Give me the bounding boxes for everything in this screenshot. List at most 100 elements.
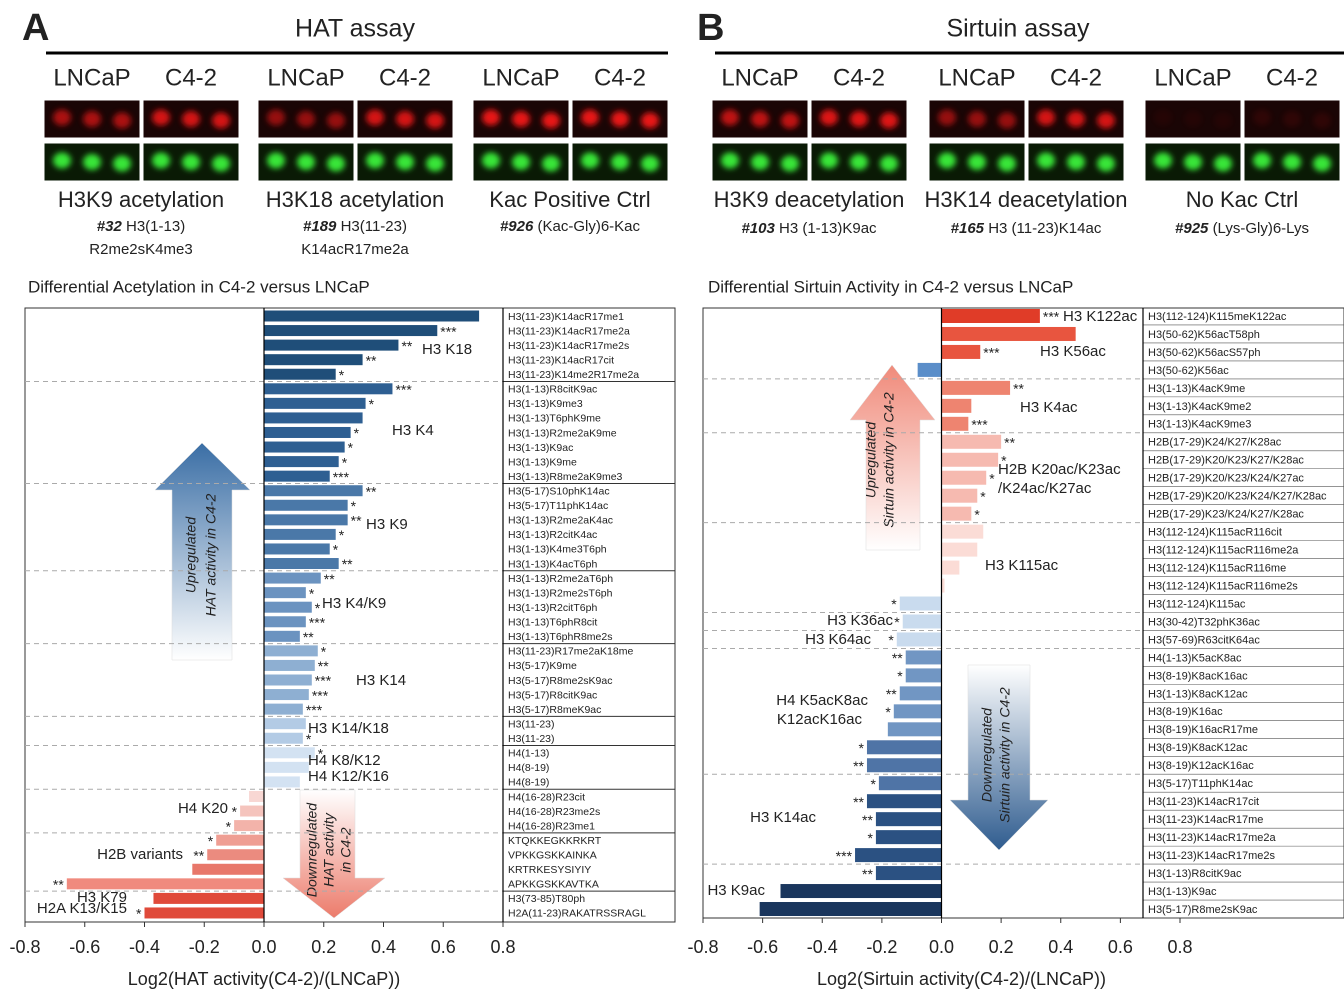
microscopy-spot — [482, 153, 500, 169]
significance-label: *** — [836, 848, 853, 864]
bar — [942, 525, 984, 539]
category-label: H3(11-23)K14acR17me2a — [508, 325, 630, 337]
arrow-label: Downregulated — [304, 802, 320, 897]
bar — [906, 650, 942, 664]
bar — [264, 485, 363, 496]
bar — [942, 489, 978, 503]
assay-substrate: #103 H3 (1-13)K9ac — [741, 220, 877, 237]
significance-label: *** — [333, 469, 350, 485]
assay-peptide: H3(1-13) — [126, 218, 185, 235]
microscopy-spot — [267, 110, 285, 126]
category-label: H3(11-23)K14acR17me2a — [1148, 832, 1276, 844]
bar — [918, 363, 942, 377]
microscopy-spot — [542, 113, 560, 129]
microscopy-spot — [212, 156, 230, 172]
microscopy-spot — [880, 156, 898, 172]
assay-id: #32 — [97, 218, 123, 235]
bar — [264, 558, 339, 569]
microscopy-spot — [327, 113, 345, 129]
bar — [888, 722, 942, 736]
bar — [876, 812, 942, 826]
bar — [264, 340, 398, 351]
assay-substrate: #925 (Lys-Gly)6-Lys — [1175, 220, 1309, 237]
category-label: H3(11-23)K14acR17me2s — [508, 340, 629, 352]
assay-peptide: (Kac-Gly)6-Kac — [538, 218, 641, 235]
category-label: VPKKGSKKAINKA — [508, 850, 597, 862]
arrow-label: Downregulated — [979, 707, 995, 802]
category-label: H4(1-13) — [508, 748, 549, 760]
microscopy-spot — [152, 153, 170, 169]
significance-label: * — [136, 906, 142, 922]
bar — [234, 820, 264, 831]
significance-label: *** — [971, 417, 988, 433]
bar — [942, 561, 960, 575]
category-label: H3(73-85)T80ph — [508, 893, 585, 905]
microscopy-spot — [820, 153, 838, 169]
significance-label: ** — [886, 686, 897, 702]
bar — [264, 456, 339, 467]
microscopy-spot — [297, 111, 315, 127]
bar — [67, 878, 264, 889]
group-annotation: H3 K14 — [356, 672, 406, 689]
significance-label: ** — [853, 794, 864, 810]
significance-label: * — [226, 818, 232, 834]
bar — [942, 309, 1040, 323]
microscopy-spot — [1184, 111, 1202, 127]
assay-id: #925 — [1175, 220, 1209, 237]
category-label: H3(1-13)K4acT6ph — [508, 558, 597, 570]
bar — [192, 864, 264, 875]
cell-line-label: C4-2 — [379, 64, 431, 91]
microscopy-spot — [581, 110, 599, 126]
bar — [264, 704, 303, 715]
category-label: H3(8-19)K12acK16ac — [1148, 760, 1254, 772]
group-annotation: H3 K9ac — [707, 882, 765, 899]
microscopy-spot — [1283, 154, 1301, 170]
microscopy-spot — [1253, 153, 1271, 169]
cell-line-label: C4-2 — [165, 64, 217, 91]
significance-label: *** — [395, 382, 412, 398]
category-label: H2B(17-29)K20/K23/K27/K28ac — [1148, 455, 1304, 467]
group-annotation: H3 K4ac — [1020, 399, 1078, 416]
microscopy-spot — [998, 113, 1016, 129]
significance-label: ** — [342, 556, 353, 572]
cell-line-label: LNCaP — [53, 64, 130, 91]
group-annotation: H3 K14/K18 — [308, 720, 389, 737]
category-label: H3(112-124)K115acR116cit — [1148, 527, 1282, 539]
significance-label: * — [859, 740, 865, 756]
group-annotation: H4 K12/K16 — [308, 768, 389, 785]
x-tick-label: -0.6 — [69, 937, 100, 957]
category-label: H3(112-124)K115meK122ac — [1148, 311, 1287, 323]
significance-label: * — [232, 804, 238, 820]
group-annotation: H3 K14ac — [750, 809, 816, 826]
bar — [145, 907, 265, 918]
assay-substrate: #32 H3(1-13) — [97, 218, 185, 235]
group-annotation: /K24ac/K27ac — [998, 480, 1092, 497]
bar — [264, 602, 312, 613]
microscopy-spot — [1067, 154, 1085, 170]
significance-label: ** — [401, 338, 412, 354]
bar — [264, 354, 363, 365]
bar — [264, 660, 315, 671]
category-label: H3(5-17)T11phK14ac — [508, 500, 608, 512]
significance-label: * — [354, 425, 360, 441]
significance-label: * — [339, 367, 345, 383]
microscopy-spot — [611, 154, 629, 170]
significance-label: * — [369, 396, 375, 412]
group-annotation: H3 K18 — [422, 341, 472, 358]
assay-substrate: #926 (Kac-Gly)6-Kac — [500, 218, 641, 235]
microscopy-spot — [721, 110, 739, 126]
microscopy-spot — [968, 154, 986, 170]
group-annotation: H3 K4 — [392, 422, 434, 439]
bar — [240, 806, 264, 817]
cell-line-label: LNCaP — [721, 64, 798, 91]
bar — [942, 399, 972, 413]
bar — [264, 587, 306, 598]
significance-label: * — [867, 830, 873, 846]
x-tick-label: 0.0 — [929, 937, 954, 957]
significance-label: * — [974, 506, 980, 522]
category-label: H3(1-13)K4me3T6ph — [508, 544, 607, 556]
significance-label: ** — [1004, 434, 1015, 450]
bar — [879, 776, 942, 790]
category-label: H3(1-13)R2me2sT6ph — [508, 587, 613, 599]
cell-line-label: C4-2 — [594, 64, 646, 91]
